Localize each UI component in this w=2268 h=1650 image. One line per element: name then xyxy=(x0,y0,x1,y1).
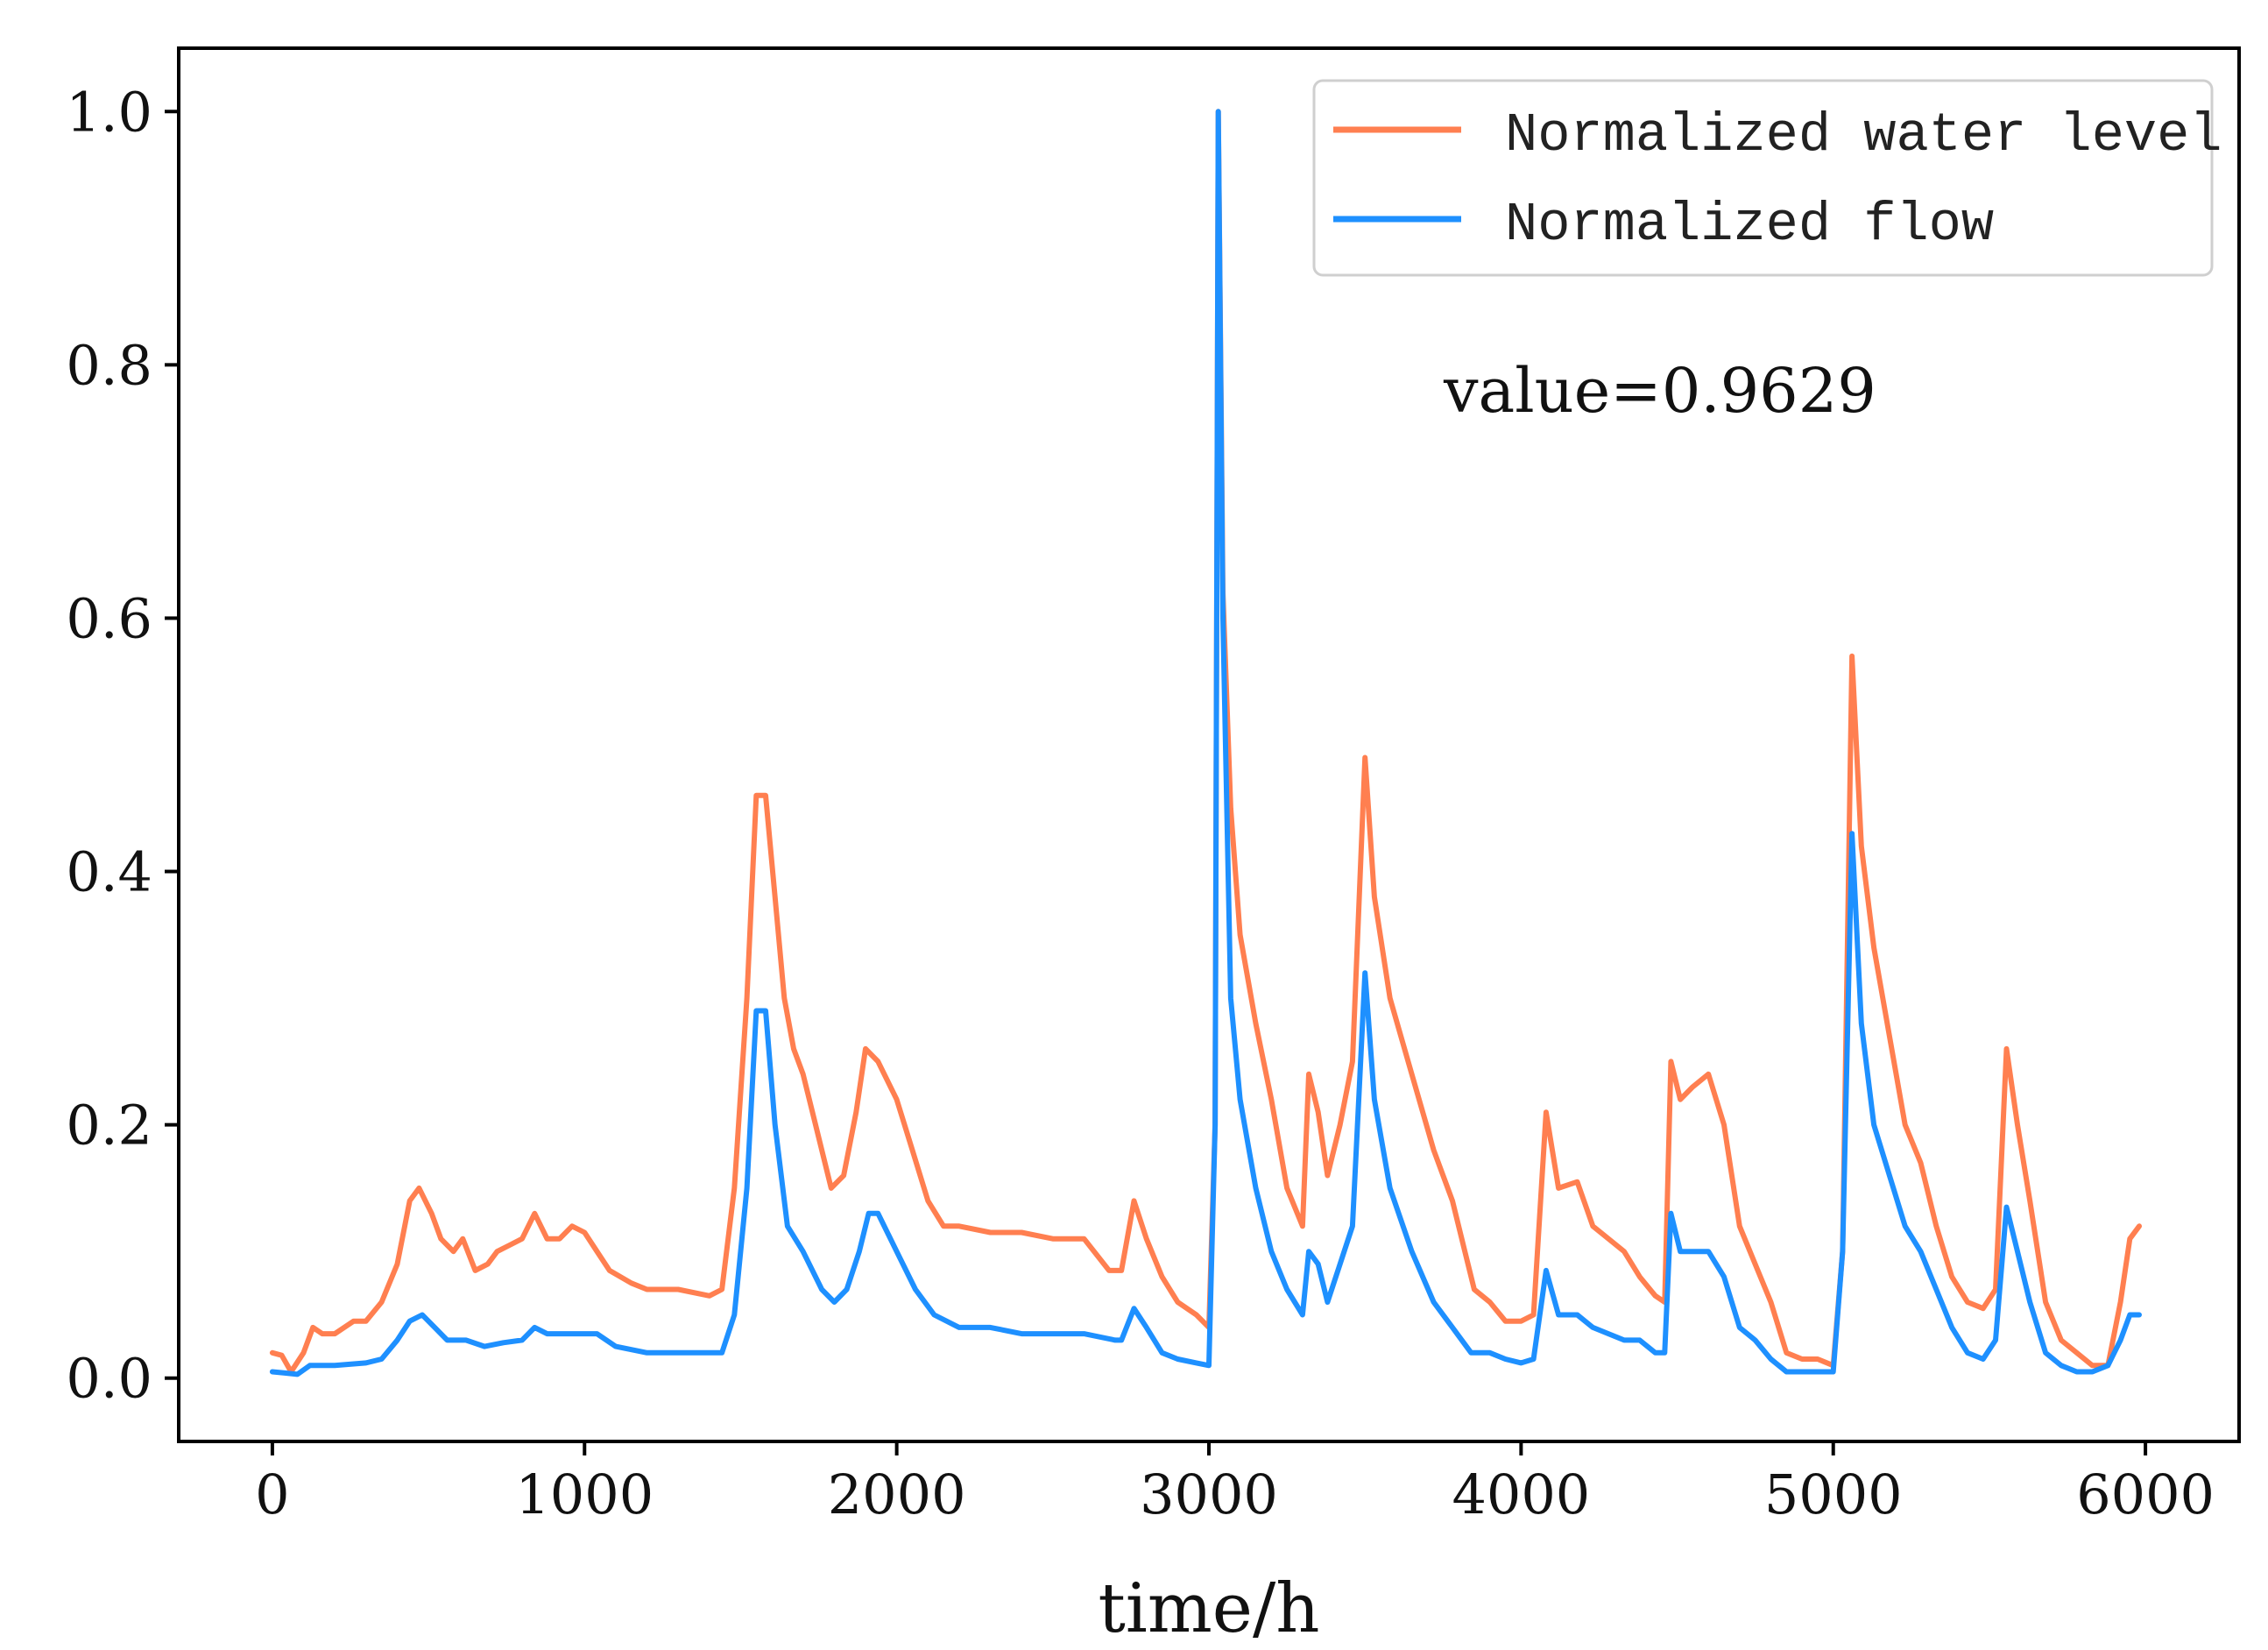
y-tick-label: 0.0 xyxy=(66,1347,152,1411)
x-tick-label: 5000 xyxy=(1764,1462,1903,1526)
y-tick-label: 1.0 xyxy=(66,80,152,144)
y-tick-label: 0.4 xyxy=(66,840,152,904)
legend: Normalized water level Normalized flow xyxy=(1312,79,2222,277)
x-tick-label: 3000 xyxy=(1140,1462,1278,1526)
x-axis-label: time/h xyxy=(1099,1569,1320,1648)
y-tick-label: 0.2 xyxy=(66,1094,152,1158)
value-annotation: value=0.9629 xyxy=(1443,355,1876,427)
legend-label-water-level: Normalized water level xyxy=(1505,104,2222,166)
x-tick-label: 2000 xyxy=(828,1462,966,1526)
x-tick-label: 0 xyxy=(255,1462,289,1526)
x-tick-label: 4000 xyxy=(1452,1462,1590,1526)
series-layer xyxy=(269,109,2142,1377)
x-tick-label: 1000 xyxy=(515,1462,654,1526)
legend-box xyxy=(1312,79,2214,277)
ticks-layer: 0 1000 2000 3000 4000 5000 6000 0.0 0.2 0.4 0.6 0.8… xyxy=(66,80,2215,1526)
y-tick-label: 0.8 xyxy=(66,333,152,397)
x-tick-label: 6000 xyxy=(2076,1462,2215,1526)
legend-label-flow: Normalized flow xyxy=(1505,194,1994,256)
series-line-flow xyxy=(269,109,2142,1377)
y-tick-label: 0.6 xyxy=(66,586,152,650)
